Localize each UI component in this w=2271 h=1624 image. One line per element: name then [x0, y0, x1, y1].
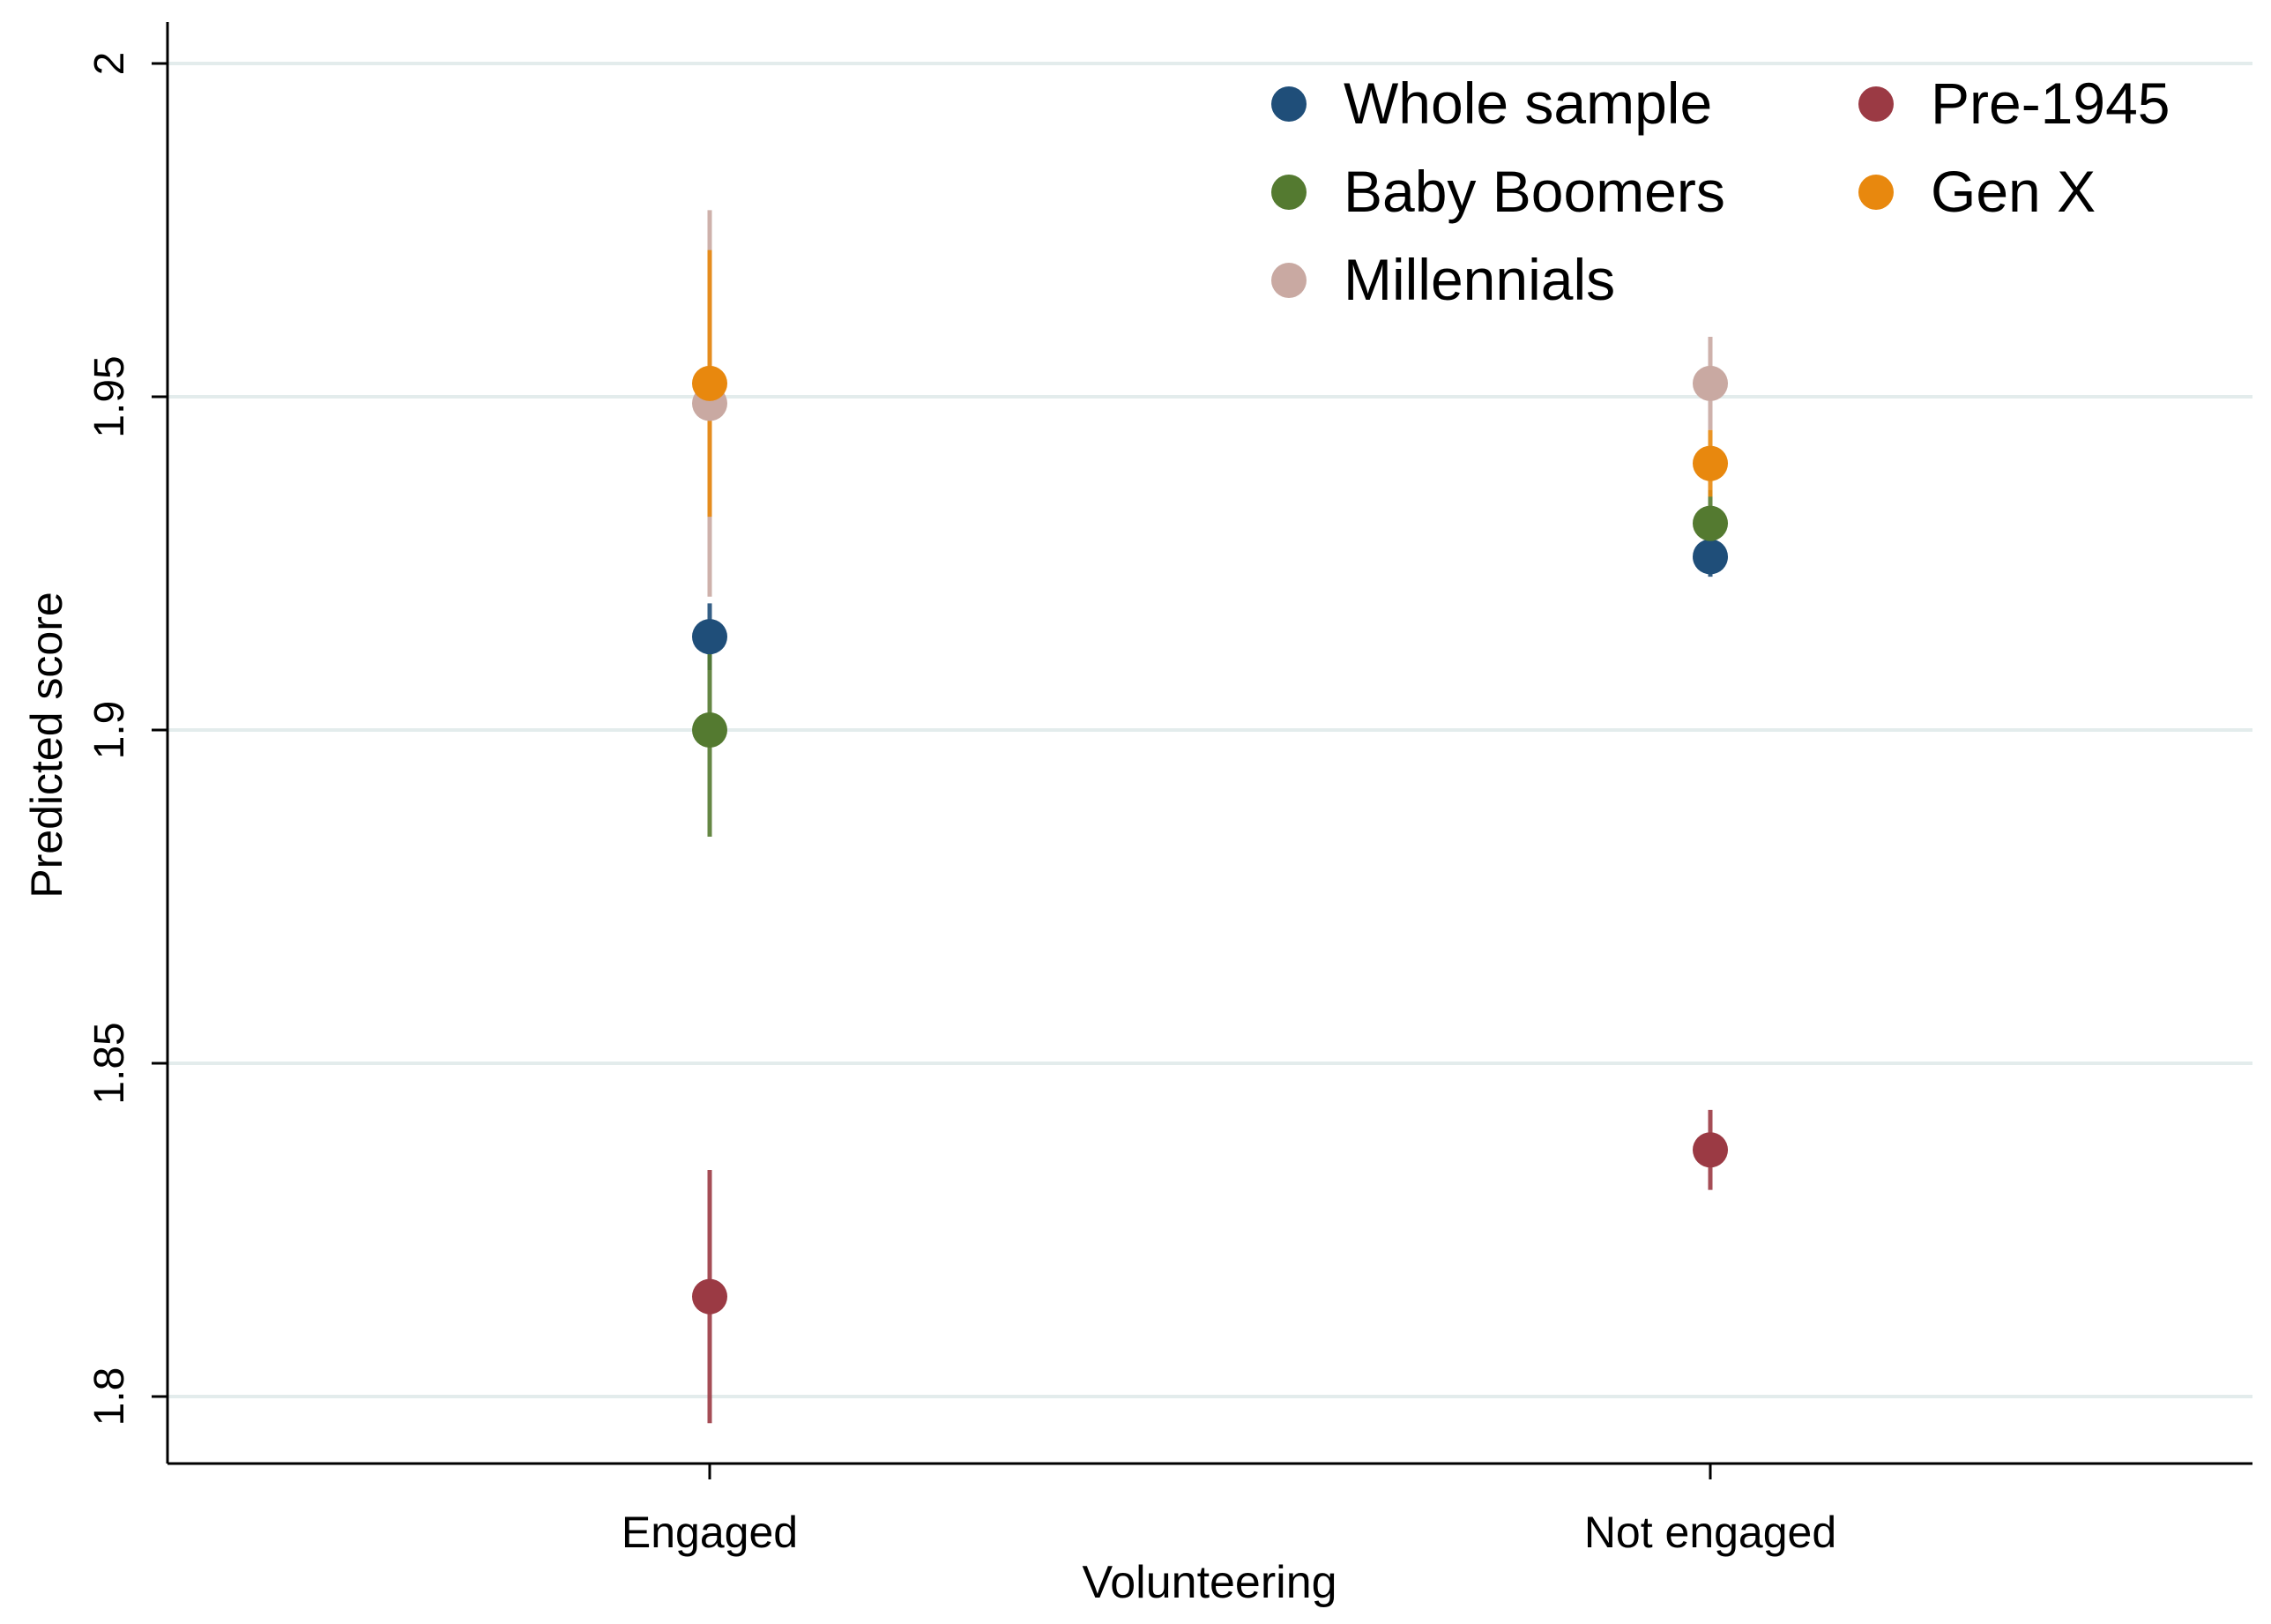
x-tick-label-0: Engaged: [622, 1508, 798, 1557]
legend-marker-gen-x: [1858, 175, 1894, 210]
legend-item-baby-boomers: Baby Boomers: [1271, 159, 1725, 224]
point-whole-sample-0: [692, 619, 727, 655]
legend-label-whole-sample: Whole sample: [1344, 71, 1712, 136]
legend-marker-pre-1945: [1858, 86, 1894, 122]
point-pre-1945-1: [1693, 1132, 1728, 1168]
data-points: [692, 365, 1728, 1315]
x-tick-label-1: Not engaged: [1584, 1508, 1836, 1557]
y-axis-ticks: 1.8 1.85 1.9 1.95 2: [86, 52, 168, 1427]
y-tick-label-4: 2: [86, 52, 133, 76]
legend-item-millennials: Millennials: [1271, 247, 1615, 312]
point-whole-sample-1: [1693, 539, 1728, 575]
point-gen-x-0: [692, 365, 727, 401]
y-tick-label-2: 1.9: [86, 701, 133, 760]
legend-label-pre-1945: Pre-1945: [1931, 71, 2170, 136]
legend-marker-baby-boomers: [1271, 175, 1307, 210]
error-bars: [707, 210, 1713, 1424]
gridlines: [168, 62, 2252, 1398]
x-axis-title: Volunteering: [1082, 1557, 1337, 1608]
legend-label-millennials: Millennials: [1344, 247, 1615, 312]
point-pre-1945-0: [692, 1278, 727, 1315]
legend-label-baby-boomers: Baby Boomers: [1344, 159, 1725, 224]
y-tick-label-1: 1.85: [86, 1022, 133, 1104]
legend: Whole sample Pre-1945 Baby Boomers Gen X Mil…: [1271, 71, 2170, 312]
legend-item-whole-sample: Whole sample: [1271, 71, 1712, 136]
axes: [166, 22, 2252, 1465]
x-axis-ticks: Engaged Not engaged: [622, 1464, 1836, 1557]
legend-marker-millennials: [1271, 263, 1307, 298]
y-tick-label-3: 1.95: [86, 355, 133, 437]
point-baby-boomers-1: [1693, 505, 1728, 541]
point-millennials-1: [1693, 365, 1728, 401]
legend-item-pre-1945: Pre-1945: [1858, 71, 2170, 136]
legend-item-gen-x: Gen X: [1858, 159, 2096, 224]
y-tick-label-0: 1.8: [86, 1367, 133, 1427]
legend-label-gen-x: Gen X: [1931, 159, 2096, 224]
point-gen-x-1: [1693, 445, 1728, 481]
legend-marker-whole-sample: [1271, 86, 1307, 122]
y-axis-title: Predicted score: [22, 592, 71, 898]
point-baby-boomers-0: [692, 712, 727, 748]
